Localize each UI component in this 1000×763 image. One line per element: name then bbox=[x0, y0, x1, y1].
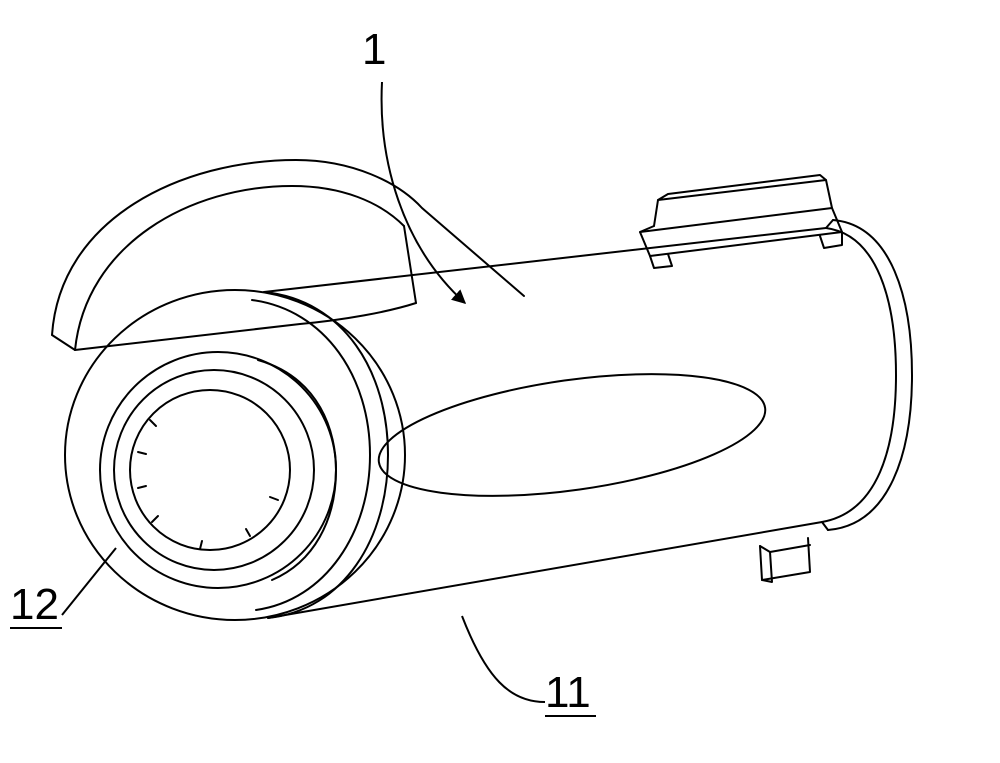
leader-lines bbox=[10, 82, 596, 716]
back-flange-step-top bbox=[826, 220, 833, 228]
oval-badge bbox=[371, 353, 773, 516]
top-bracket bbox=[640, 175, 842, 268]
lens-ring-mid bbox=[114, 370, 314, 570]
lens-ring-inner bbox=[130, 390, 290, 550]
hood-bottom-lip bbox=[75, 303, 416, 350]
callout-11: 11 bbox=[545, 668, 591, 718]
lens-notches bbox=[138, 420, 278, 549]
drawing-svg bbox=[0, 0, 1000, 763]
callout-12: 12 bbox=[10, 580, 59, 630]
lens-ring-outer-right bbox=[258, 360, 336, 580]
leader-11 bbox=[462, 616, 545, 702]
back-flange-inner bbox=[822, 228, 896, 522]
hood-front-edge bbox=[52, 335, 75, 350]
front-flange-inner-rim bbox=[252, 300, 370, 610]
leader-12 bbox=[62, 548, 116, 615]
figure-canvas: 1 12 11 bbox=[0, 0, 1000, 763]
lens-ring-outer bbox=[100, 352, 336, 588]
body-top-edge bbox=[264, 228, 826, 292]
camera-body bbox=[52, 160, 912, 620]
bottom-foot bbox=[760, 538, 810, 582]
back-flange-outer bbox=[828, 220, 912, 530]
back-flange-step-bot bbox=[822, 522, 828, 530]
callout-1: 1 bbox=[362, 25, 386, 75]
